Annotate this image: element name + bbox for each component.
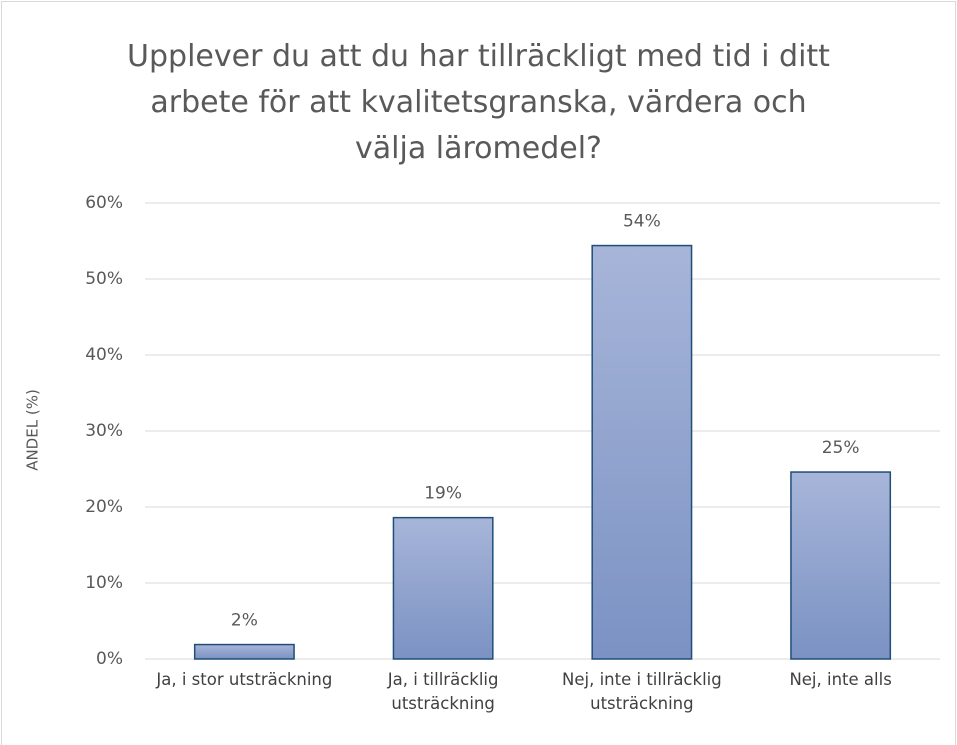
data-label: 25% [822,438,860,458]
bar [392,516,494,660]
y-tick-label: 50% [85,269,123,289]
x-tick-label: Nej, inte i tillräcklig utsträckning [562,670,722,713]
y-tick-label: 40% [85,345,123,365]
data-label: 54% [623,212,661,232]
bar [591,244,693,660]
y-tick-label: 10% [85,573,123,593]
y-tick-label: 30% [85,421,123,441]
y-tick-label: 20% [85,497,123,517]
y-tick-label: 60% [85,193,123,213]
x-tick-label: Ja, i stor utsträckning [156,670,333,689]
chart-title: Upplever du att du har tillräckligt med … [127,39,830,166]
y-axis-label: ANDEL (%) [24,389,42,471]
bar [790,471,892,660]
x-tick-label: Nej, inte alls [789,670,892,689]
bar [193,643,295,660]
x-tick-label: Ja, i tillräcklig utsträckning [387,670,499,713]
data-label: 2% [231,611,258,631]
y-tick-label: 0% [96,649,123,669]
data-label: 19% [424,484,462,504]
